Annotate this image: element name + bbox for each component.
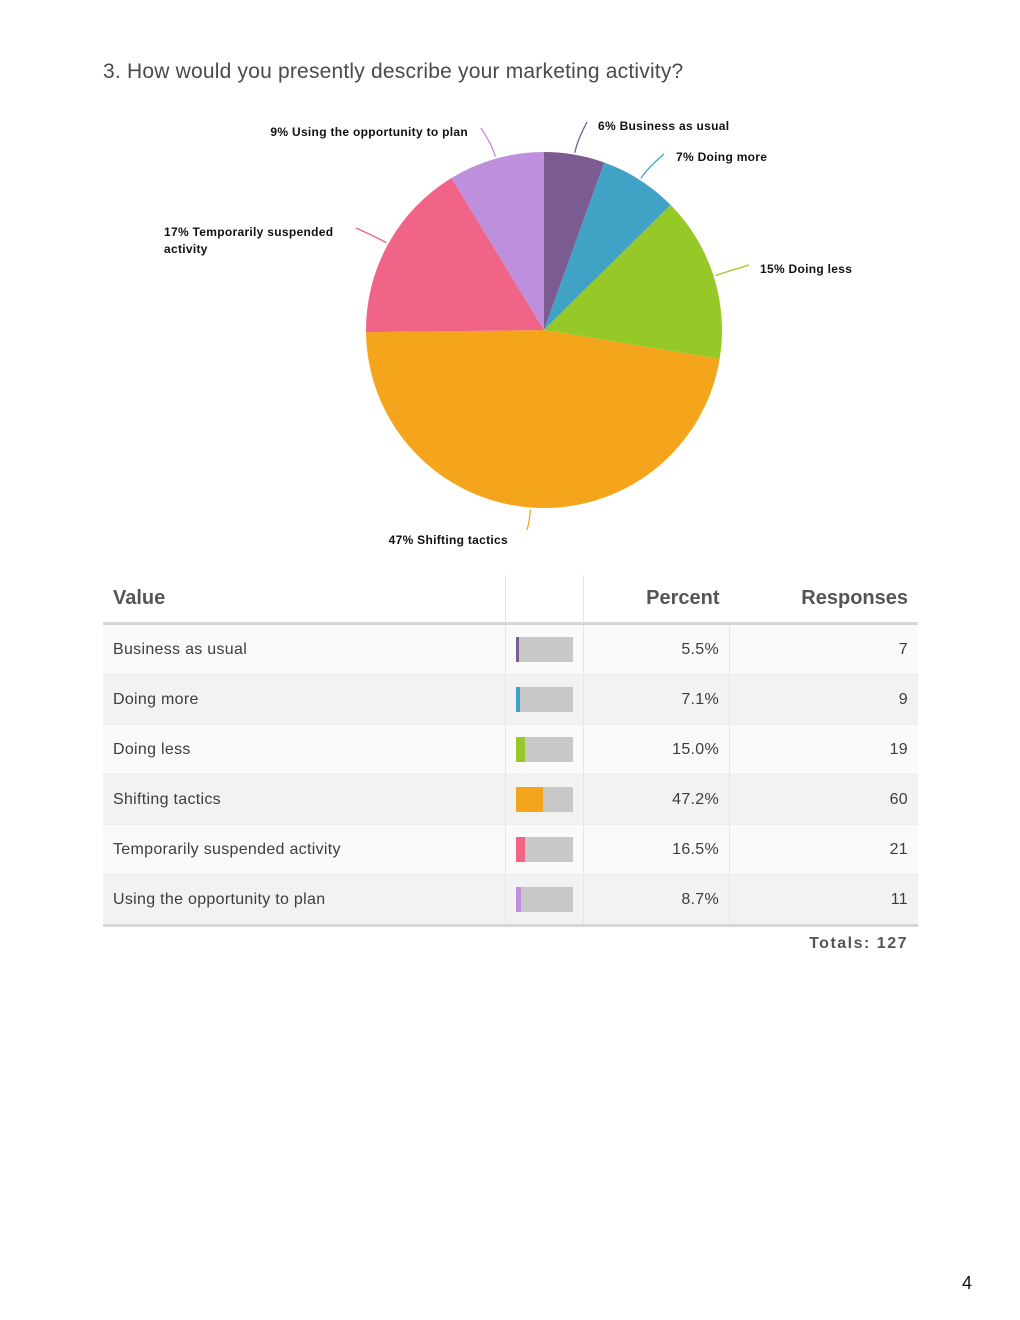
row-value: Doing less [103,724,506,775]
pie-slice-doing-more [544,162,671,330]
row-bar-cell [505,674,584,725]
row-responses: 19 [729,724,918,775]
row-percent: 8.7% [583,874,730,927]
pie-leader-line [480,127,497,157]
table-row: Doing more 7.1% 9 [103,674,918,725]
pie-leader-line [640,153,665,179]
row-percent: 16.5% [583,824,730,875]
header-value: Value [103,575,506,625]
pie-slice-shifting-tactics [366,330,720,509]
row-responses: 9 [729,674,918,725]
pie-label: 15% Doing less [760,262,852,276]
results-table: Value Percent Responses Business as usua… [103,575,918,927]
percent-bar-fill [516,837,526,862]
row-bar-cell [505,774,584,825]
percent-bar-fill [516,687,521,712]
header-bar [505,575,584,625]
pie-label: 9% Using the opportunity to plan [270,125,468,139]
row-bar-cell [505,874,584,927]
row-value: Doing more [103,674,506,725]
row-bar-cell [505,623,584,675]
table-row: Using the opportunity to plan 8.7% 11 [103,874,918,927]
pie-leader-line [526,509,532,531]
row-responses: 60 [729,774,918,825]
pie-leader-line [574,121,588,153]
percent-bar-fill [516,737,525,762]
percent-bar-fill [516,637,520,662]
pie-label: 47% Shifting tactics [389,533,508,547]
totals: Totals: 127 [809,935,908,952]
row-responses: 21 [729,824,918,875]
pie-slice-temporarily-suspended-activity [365,177,544,333]
pie-label: 6% Business as usual [598,119,729,133]
pie-leader-line [715,264,750,277]
row-responses: 7 [729,623,918,675]
percent-bar-track [516,737,573,762]
pie-label: 7% Doing more [676,150,767,164]
pie-slice-business-as-usual [544,152,605,330]
percent-bar-fill [516,887,521,912]
table-row: Shifting tactics 47.2% 60 [103,774,918,825]
row-bar-cell [505,724,584,775]
row-percent: 7.1% [583,674,730,725]
percent-bar-track [516,687,573,712]
pie-slice-using-the-opportunity-to-plan [451,152,544,330]
table-header-row: Value Percent Responses [103,575,918,625]
header-percent: Percent [583,575,730,625]
row-percent: 15.0% [583,724,730,775]
row-value: Temporarily suspended activity [103,824,506,875]
pie-slice-doing-less [544,204,722,359]
table-row: Temporarily suspended activity 16.5% 21 [103,824,918,875]
percent-bar-track [516,637,573,662]
header-responses: Responses [729,575,918,625]
row-value: Business as usual [103,623,506,675]
question-title: 3. How would you presently describe your… [103,60,684,83]
page-number: 4 [961,1273,972,1293]
row-value: Using the opportunity to plan [103,874,506,927]
row-responses: 11 [729,874,918,927]
pie-chart: 6% Business as usual 7% Doing more 15% Doi… [164,119,852,547]
row-percent: 47.2% [583,774,730,825]
table-row: Business as usual 5.5% 7 [103,623,918,675]
percent-bar-track [516,887,573,912]
row-bar-cell [505,824,584,875]
percent-bar-track [516,787,573,812]
row-percent: 5.5% [583,623,730,675]
table-row: Doing less 15.0% 19 [103,724,918,775]
row-value: Shifting tactics [103,774,506,825]
percent-bar-fill [516,787,543,812]
percent-bar-track [516,837,573,862]
pie-leader-line [355,227,387,244]
pie-label: 17% Temporarily suspended activity [164,225,333,256]
